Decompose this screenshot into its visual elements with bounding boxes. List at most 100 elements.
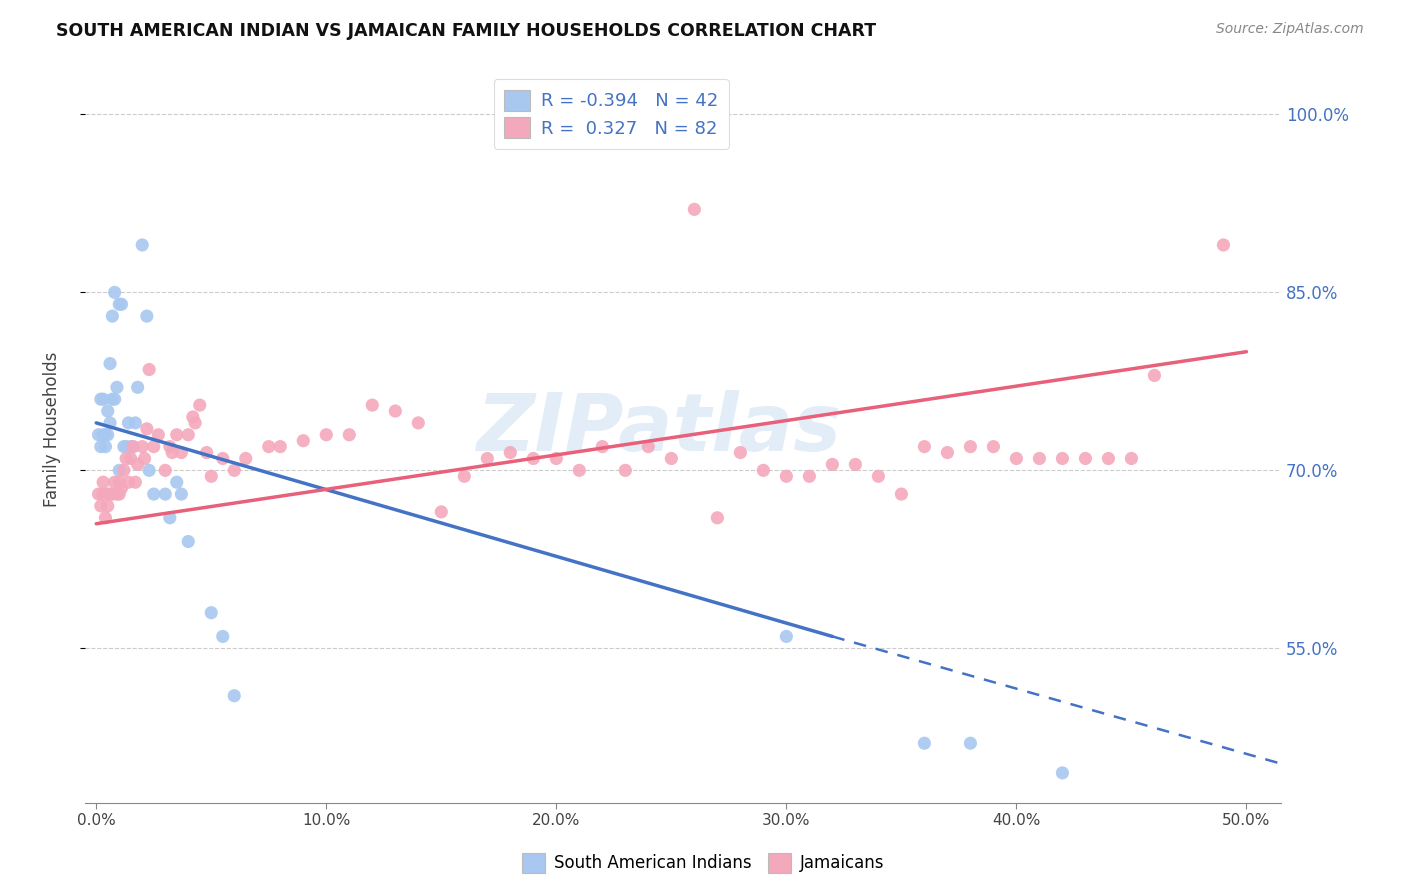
Point: [269, 440, 291, 454]
Point: [683, 202, 706, 217]
Point: [97, 427, 120, 442]
Point: [315, 427, 337, 442]
Text: ZIPatlas: ZIPatlas: [477, 390, 841, 467]
Point: [200, 606, 222, 620]
Point: [120, 451, 142, 466]
Point: [1052, 765, 1074, 780]
Point: [522, 451, 544, 466]
Point: [184, 416, 207, 430]
Point: [177, 534, 200, 549]
Point: [384, 404, 406, 418]
Point: [101, 309, 124, 323]
Point: [844, 458, 866, 472]
Point: [115, 451, 138, 466]
Point: [104, 475, 127, 490]
Point: [361, 398, 384, 412]
Point: [117, 475, 139, 490]
Point: [1005, 451, 1028, 466]
Point: [115, 440, 138, 454]
Point: [122, 440, 145, 454]
Point: [110, 297, 132, 311]
Point: [120, 440, 142, 454]
Point: [142, 487, 165, 501]
Point: [112, 440, 135, 454]
Point: [936, 445, 959, 459]
Point: [1121, 451, 1143, 466]
Point: [408, 416, 430, 430]
Point: [131, 440, 153, 454]
Point: [108, 463, 131, 477]
Point: [775, 629, 797, 643]
Text: Source: ZipAtlas.com: Source: ZipAtlas.com: [1216, 22, 1364, 37]
Point: [959, 736, 981, 750]
Point: [91, 487, 114, 501]
Point: [159, 440, 181, 454]
Point: [105, 380, 128, 394]
Point: [94, 427, 117, 442]
Point: [1212, 238, 1234, 252]
Point: [591, 440, 613, 454]
Point: [112, 463, 135, 477]
Point: [142, 440, 165, 454]
Point: [97, 404, 120, 418]
Point: [122, 440, 145, 454]
Point: [127, 380, 149, 394]
Point: [337, 427, 360, 442]
Point: [799, 469, 821, 483]
Point: [706, 510, 728, 524]
Point: [108, 487, 131, 501]
Point: [257, 440, 280, 454]
Point: [87, 487, 110, 501]
Point: [200, 469, 222, 483]
Point: [499, 445, 522, 459]
Text: SOUTH AMERICAN INDIAN VS JAMAICAN FAMILY HOUSEHOLDS CORRELATION CHART: SOUTH AMERICAN INDIAN VS JAMAICAN FAMILY…: [56, 22, 876, 40]
Point: [430, 505, 453, 519]
Y-axis label: Family Households: Family Households: [44, 351, 60, 507]
Point: [546, 451, 568, 466]
Point: [730, 445, 752, 459]
Point: [91, 427, 114, 442]
Point: [166, 475, 188, 490]
Point: [124, 416, 146, 430]
Point: [453, 469, 475, 483]
Point: [131, 238, 153, 252]
Point: [108, 475, 131, 490]
Legend: South American Indians, Jamaicans: South American Indians, Jamaicans: [515, 847, 891, 880]
Point: [637, 440, 659, 454]
Point: [211, 451, 233, 466]
Point: [90, 392, 112, 407]
Point: [1052, 451, 1074, 466]
Point: [821, 458, 844, 472]
Point: [224, 689, 246, 703]
Point: [104, 285, 127, 300]
Point: [568, 463, 591, 477]
Point: [159, 510, 181, 524]
Point: [110, 481, 132, 495]
Point: [87, 427, 110, 442]
Point: [177, 427, 200, 442]
Point: [292, 434, 315, 448]
Point: [134, 451, 156, 466]
Point: [135, 309, 157, 323]
Point: [1028, 451, 1050, 466]
Point: [124, 475, 146, 490]
Point: [983, 440, 1005, 454]
Point: [94, 510, 117, 524]
Point: [211, 629, 233, 643]
Point: [97, 499, 120, 513]
Point: [890, 487, 912, 501]
Point: [105, 487, 128, 501]
Point: [155, 487, 177, 501]
Point: [138, 362, 160, 376]
Point: [155, 463, 177, 477]
Point: [97, 487, 120, 501]
Point: [235, 451, 257, 466]
Point: [170, 487, 193, 501]
Point: [659, 451, 682, 466]
Point: [195, 445, 218, 459]
Point: [477, 451, 499, 466]
Point: [224, 463, 246, 477]
Point: [138, 463, 160, 477]
Point: [94, 440, 117, 454]
Point: [170, 445, 193, 459]
